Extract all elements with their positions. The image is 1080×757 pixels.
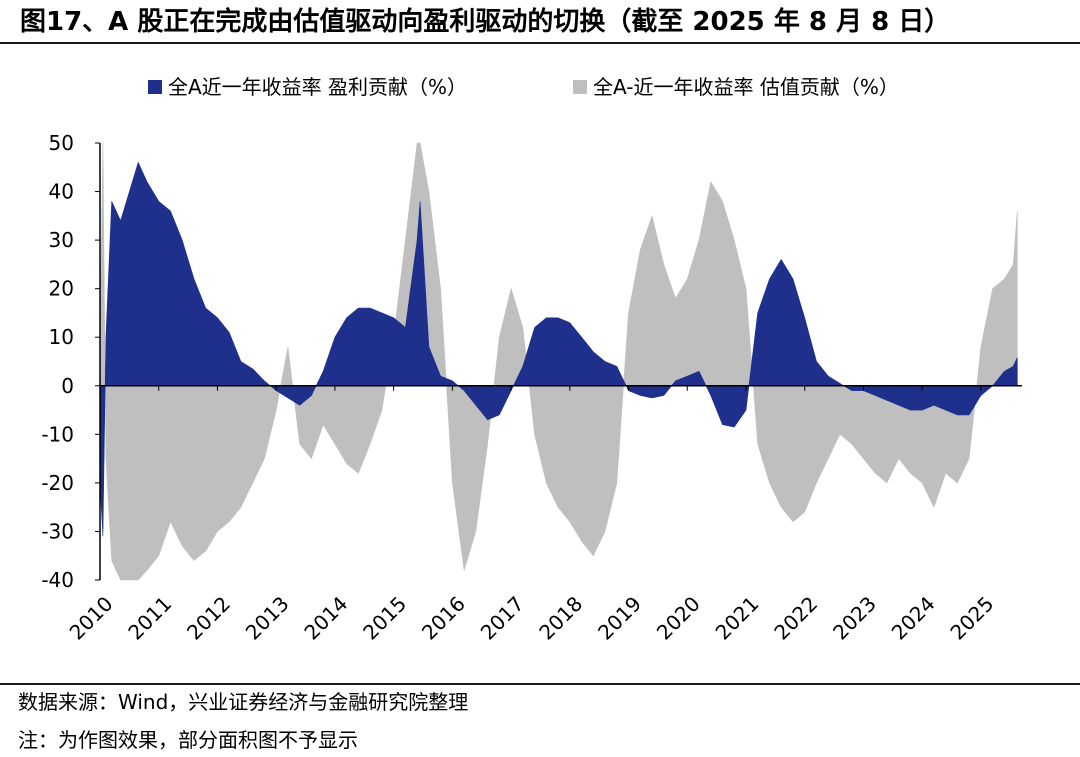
x-tick-label: 2018 bbox=[534, 592, 587, 645]
y-tick-label: -20 bbox=[41, 471, 74, 495]
bottom-rule bbox=[0, 683, 1080, 685]
x-tick-label: 2015 bbox=[358, 592, 411, 645]
x-tick-label: 2012 bbox=[182, 592, 235, 645]
legend-item-valuation: 全A-近一年收益率 估值贡献（%） bbox=[573, 72, 899, 102]
chart-title: 图17、A 股正在完成由估值驱动向盈利驱动的切换（截至 2025 年 8 月 8… bbox=[20, 7, 951, 37]
x-tick-label: 2023 bbox=[828, 592, 881, 645]
series-earnings-area bbox=[99, 161, 1018, 537]
x-tick-label: 2013 bbox=[241, 592, 294, 645]
valuation-swatch-icon bbox=[573, 80, 587, 94]
y-tick-label: -30 bbox=[41, 519, 74, 543]
y-tick-label: -40 bbox=[41, 568, 74, 592]
x-tick-label: 2010 bbox=[65, 592, 118, 645]
y-tick-label: 10 bbox=[49, 325, 74, 349]
x-tick-label: 2011 bbox=[123, 592, 176, 645]
y-tick-label: -10 bbox=[41, 422, 74, 446]
y-tick-label: 40 bbox=[49, 180, 74, 204]
x-tick-label: 2016 bbox=[417, 592, 470, 645]
source-note: 数据来源：Wind，兴业证券经济与金融研究院整理 bbox=[18, 690, 469, 714]
y-tick-label: 0 bbox=[61, 374, 74, 398]
earnings-swatch-icon bbox=[148, 80, 162, 94]
chart-footnote: 注：为作图效果，部分面积图不予显示 bbox=[18, 728, 358, 752]
x-tick-label: 2017 bbox=[476, 592, 529, 645]
x-tick-label: 2024 bbox=[887, 592, 940, 645]
legend-label-valuation: 全A-近一年收益率 估值贡献（%） bbox=[593, 75, 899, 99]
legend-label-earnings: 全A近一年收益率 盈利贡献（%） bbox=[168, 75, 468, 99]
x-tick-label: 2020 bbox=[652, 592, 705, 645]
legend-item-earnings: 全A近一年收益率 盈利贡献（%） bbox=[148, 72, 467, 102]
x-tick-label: 2019 bbox=[593, 592, 646, 645]
y-tick-label: 30 bbox=[49, 228, 74, 252]
legend: 全A近一年收益率 盈利贡献（%） 全A-近一年收益率 估值贡献（%） bbox=[0, 72, 1080, 102]
x-tick-label: 2025 bbox=[945, 592, 998, 645]
series-valuation-area bbox=[99, 142, 1018, 581]
y-tick-label: 50 bbox=[49, 131, 74, 155]
y-tick-label: 20 bbox=[49, 277, 74, 301]
x-tick-label: 2014 bbox=[299, 592, 352, 645]
top-rule bbox=[0, 42, 1080, 44]
x-tick-label: 2021 bbox=[711, 592, 764, 645]
x-tick-label: 2022 bbox=[769, 592, 822, 645]
